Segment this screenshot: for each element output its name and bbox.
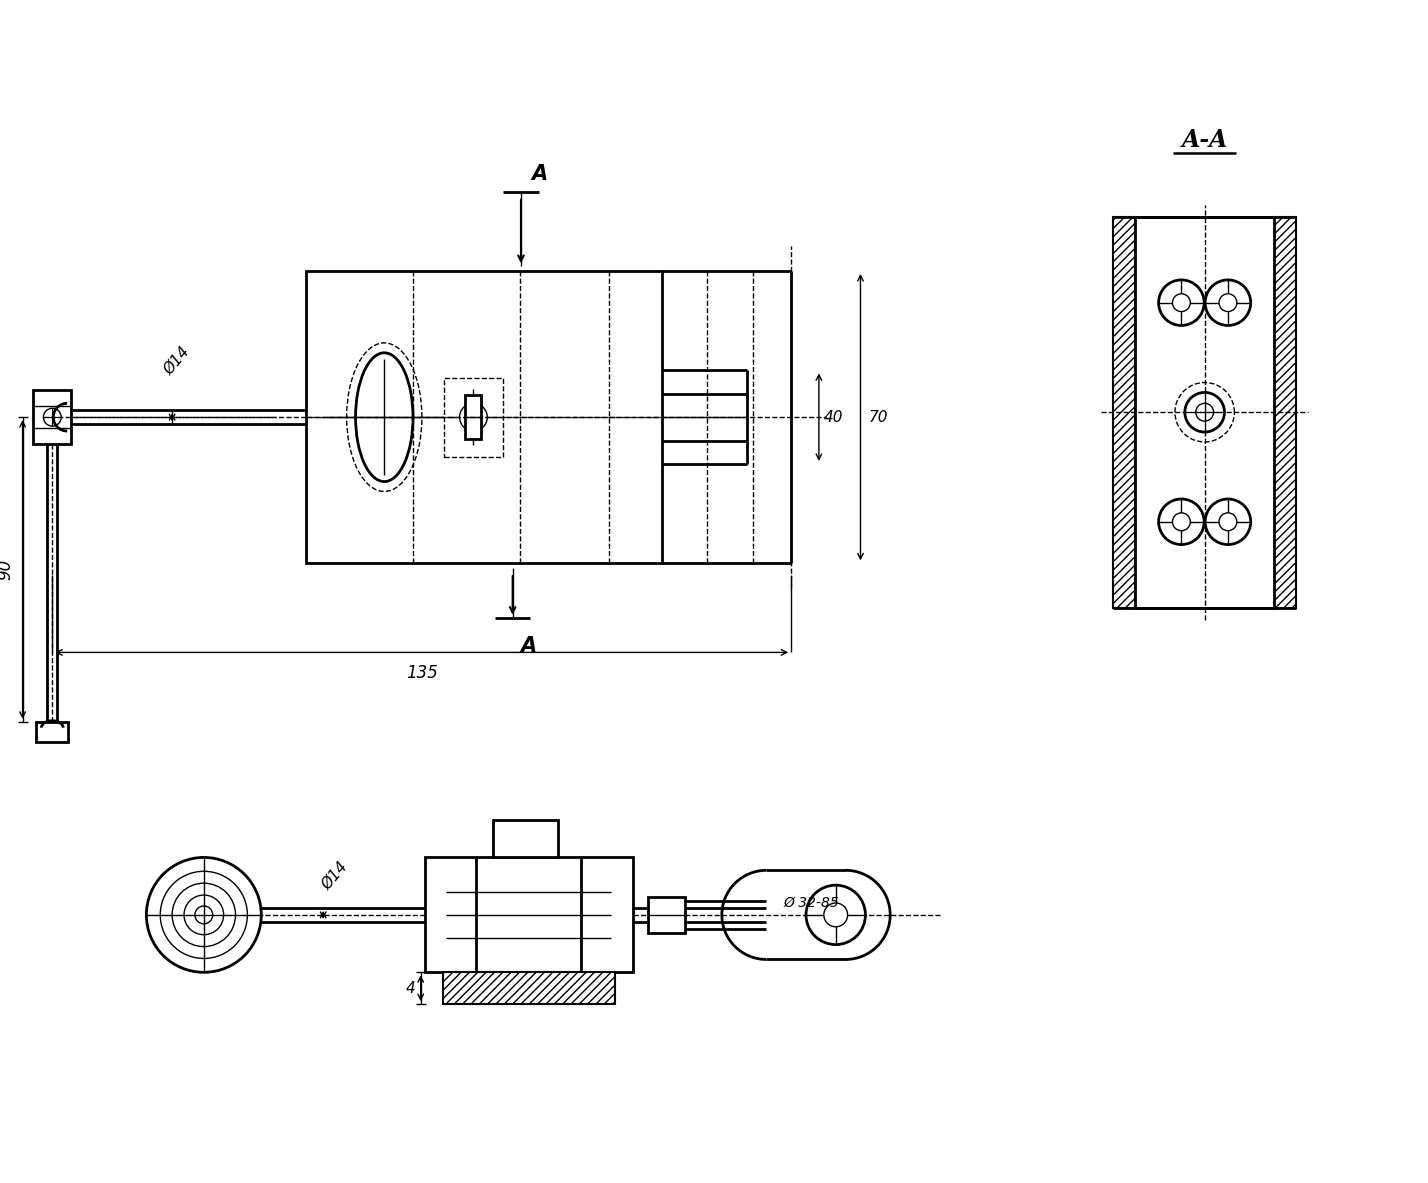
Bar bbox=[1135, 216, 1274, 608]
Bar bbox=[647, 897, 685, 932]
Bar bbox=[1274, 216, 1297, 608]
Text: 4: 4 bbox=[406, 981, 416, 996]
Text: 90: 90 bbox=[0, 558, 14, 580]
Circle shape bbox=[1185, 393, 1224, 432]
Circle shape bbox=[1172, 513, 1191, 531]
Bar bbox=[37, 722, 69, 742]
Text: Ø 32-85: Ø 32-85 bbox=[783, 896, 838, 910]
Text: Ø14: Ø14 bbox=[320, 859, 351, 893]
Text: 70: 70 bbox=[868, 409, 888, 425]
Circle shape bbox=[1195, 403, 1214, 421]
Circle shape bbox=[194, 906, 213, 924]
Circle shape bbox=[1158, 280, 1204, 325]
Circle shape bbox=[184, 896, 224, 935]
Bar bbox=[466, 395, 481, 439]
Circle shape bbox=[1205, 280, 1251, 325]
Bar bbox=[33, 390, 71, 445]
Circle shape bbox=[160, 872, 247, 958]
Text: A-A: A-A bbox=[1181, 128, 1228, 153]
Circle shape bbox=[173, 884, 236, 946]
Circle shape bbox=[1158, 499, 1204, 544]
Circle shape bbox=[1220, 513, 1237, 531]
Bar bbox=[443, 972, 615, 1004]
Bar bbox=[1112, 216, 1135, 608]
Text: A: A bbox=[531, 164, 547, 183]
Circle shape bbox=[147, 858, 261, 972]
Circle shape bbox=[1172, 293, 1191, 311]
Circle shape bbox=[460, 403, 487, 431]
Circle shape bbox=[1220, 293, 1237, 311]
Circle shape bbox=[43, 408, 61, 426]
Circle shape bbox=[805, 885, 865, 944]
Text: Ø14: Ø14 bbox=[161, 344, 193, 377]
Bar bbox=[306, 271, 663, 563]
Text: 135: 135 bbox=[406, 665, 437, 683]
Bar bbox=[493, 820, 558, 858]
Text: A: A bbox=[521, 635, 537, 655]
Text: 40: 40 bbox=[824, 409, 844, 425]
Bar bbox=[444, 377, 503, 457]
Circle shape bbox=[1205, 499, 1251, 544]
Bar bbox=[424, 858, 633, 972]
Circle shape bbox=[824, 903, 848, 926]
